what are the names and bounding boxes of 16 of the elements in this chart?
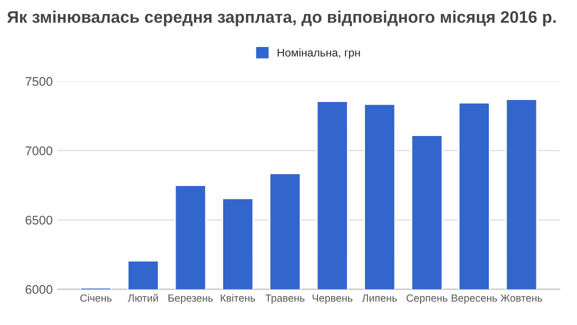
x-tick-label: Травень [265, 294, 304, 304]
legend-label: Номінальна, грн [278, 48, 360, 59]
y-tick-label: 6500 [26, 216, 52, 225]
x-tick-label: Лютий [128, 294, 158, 302]
x-tick-label: Червень [312, 294, 352, 304]
y-tick-label: 7500 [26, 77, 52, 86]
x-tick-label: Жовтень [500, 294, 542, 302]
x-tick-label: Липень [362, 294, 397, 302]
x-tick-label: Серпень [406, 294, 448, 304]
x-tick-label: Березень [168, 294, 213, 304]
x-tick-label: Січень [80, 294, 112, 302]
chart-title: Як змінювалась середня зарплата, до відповідного місяця 2016 р. [7, 10, 556, 26]
y-tick-label: 7000 [26, 146, 52, 156]
x-tick-label: Вересень [452, 294, 498, 304]
y-tick-label: 6000 [26, 285, 52, 294]
x-tick-label: Квітень [220, 294, 256, 302]
